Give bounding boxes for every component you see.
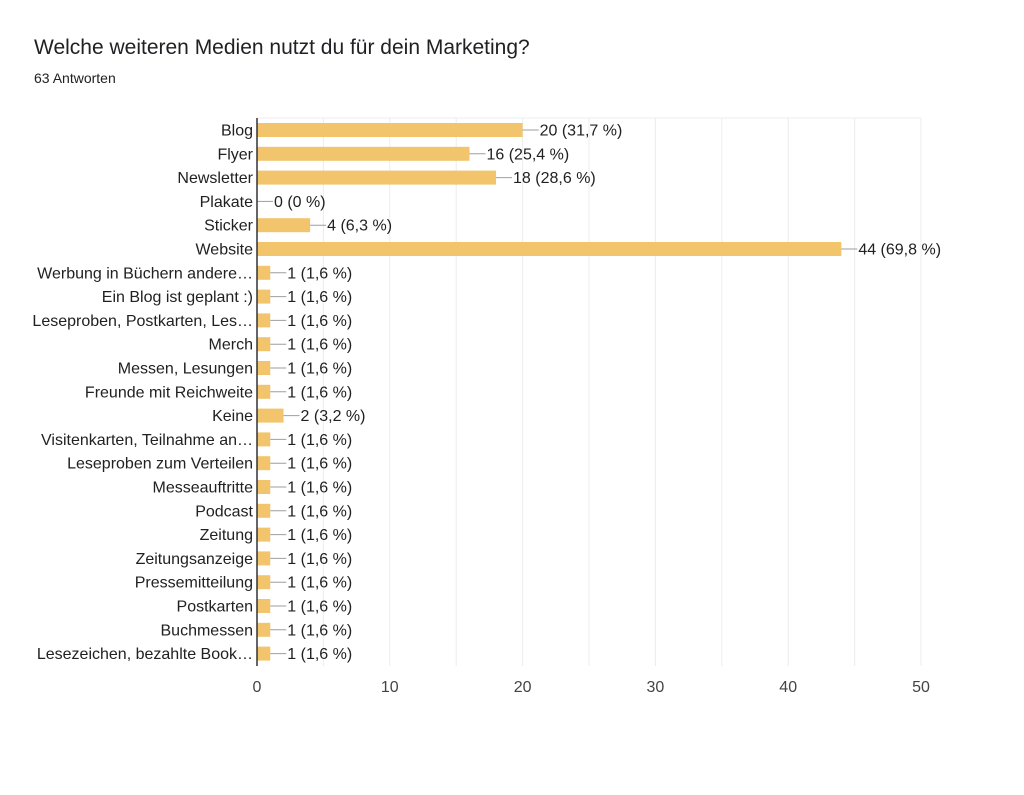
data-label: 1 (1,6 %) — [287, 575, 352, 592]
bar — [257, 432, 271, 447]
bar — [257, 146, 470, 161]
bar — [257, 456, 271, 471]
data-label: 1 (1,6 %) — [287, 456, 352, 473]
x-tick-label: 40 — [779, 679, 797, 696]
bar — [257, 599, 271, 613]
data-label: 1 (1,6 %) — [287, 289, 352, 306]
data-label: 1 (1,6 %) — [287, 503, 352, 520]
data-label: 1 (1,6 %) — [287, 337, 352, 354]
data-label: 1 (1,6 %) — [287, 527, 352, 544]
category-label: Merch — [209, 337, 253, 354]
bar — [257, 218, 311, 233]
bar — [257, 575, 271, 590]
category-label: Zeitungsanzeige — [136, 551, 254, 568]
bar — [257, 337, 271, 352]
data-label: 2 (3,2 %) — [301, 408, 366, 425]
data-label: 1 (1,6 %) — [287, 265, 352, 282]
bar — [257, 361, 271, 375]
category-label: Messeauftritte — [153, 480, 254, 497]
x-tick-label: 20 — [514, 679, 532, 696]
category-label: Leseproben, Postkarten, Les… — [32, 313, 253, 330]
bar — [257, 551, 271, 566]
category-label: Buchmessen — [161, 622, 254, 639]
bar — [257, 408, 284, 423]
data-label: 4 (6,3 %) — [327, 218, 392, 235]
response-count: 63 Antworten — [34, 70, 116, 86]
category-label: Lesezeichen, bezahlte Book… — [37, 646, 253, 663]
x-tick-label: 0 — [253, 679, 262, 696]
x-tick-label: 30 — [647, 679, 665, 696]
category-label: Zeitung — [200, 527, 253, 544]
bar — [257, 480, 271, 494]
category-label: Pressemitteilung — [135, 575, 253, 592]
category-label: Messen, Lesungen — [118, 361, 253, 378]
data-label: 1 (1,6 %) — [287, 384, 352, 401]
category-label: Keine — [212, 408, 253, 425]
category-label: Blog — [221, 123, 253, 140]
data-label: 1 (1,6 %) — [287, 361, 352, 378]
page-title: Welche weiteren Medien nutzt du für dein… — [34, 36, 530, 59]
category-label: Visitenkarten, Teilnahme an… — [41, 432, 253, 449]
category-label: Leseproben zum Verteilen — [67, 456, 253, 473]
bar — [257, 527, 271, 542]
category-label: Postkarten — [177, 599, 253, 616]
bar — [257, 289, 271, 304]
category-label: Newsletter — [177, 170, 253, 187]
data-label: 44 (69,8 %) — [858, 242, 941, 259]
data-label: 1 (1,6 %) — [287, 480, 352, 497]
bar — [257, 170, 497, 185]
category-label: Podcast — [195, 503, 253, 520]
bar — [257, 265, 271, 280]
data-label: 1 (1,6 %) — [287, 313, 352, 330]
data-label: 1 (1,6 %) — [287, 622, 352, 639]
bar — [257, 622, 271, 637]
bar — [257, 242, 842, 256]
category-label: Ein Blog ist geplant :) — [102, 289, 253, 306]
bar — [257, 503, 271, 518]
category-label: Werbung in Büchern andere… — [37, 265, 253, 282]
x-tick-label: 50 — [912, 679, 930, 696]
category-label: Freunde mit Reichweite — [85, 384, 253, 401]
category-label: Plakate — [200, 194, 253, 211]
data-label: 1 (1,6 %) — [287, 599, 352, 616]
category-label: Flyer — [217, 146, 253, 163]
x-tick-label: 10 — [381, 679, 399, 696]
data-label: 20 (31,7 %) — [540, 123, 623, 140]
data-label: 16 (25,4 %) — [486, 146, 569, 163]
category-label: Sticker — [204, 218, 254, 235]
bar — [257, 123, 523, 137]
data-label: 18 (28,6 %) — [513, 170, 596, 187]
data-label: 0 (0 %) — [274, 194, 326, 211]
bar — [257, 646, 271, 661]
data-label: 1 (1,6 %) — [287, 646, 352, 663]
category-label: Website — [195, 242, 253, 259]
bar — [257, 384, 271, 399]
data-label: 1 (1,6 %) — [287, 551, 352, 568]
bar — [257, 313, 271, 328]
data-label: 1 (1,6 %) — [287, 432, 352, 449]
